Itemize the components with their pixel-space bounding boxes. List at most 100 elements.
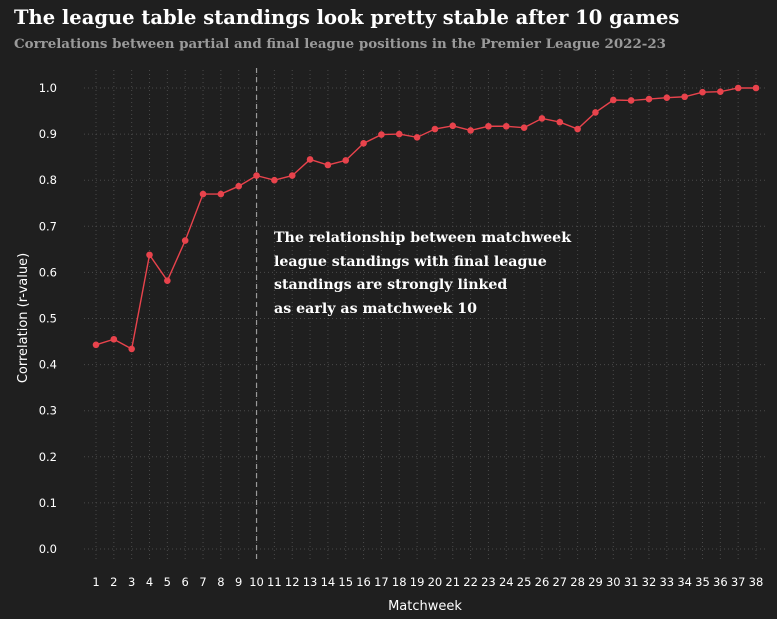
x-tick-label: 31	[624, 575, 639, 589]
chart-title: The league table standings look pretty s…	[14, 6, 680, 29]
data-point	[378, 131, 385, 138]
x-tick-label: 25	[517, 575, 532, 589]
data-point	[592, 109, 599, 116]
data-point	[271, 176, 278, 184]
data-point	[199, 190, 207, 198]
x-tick-label: 12	[285, 575, 300, 589]
x-tick-label: 10	[249, 575, 264, 589]
y-tick-label: 0.4	[39, 358, 57, 372]
data-point	[342, 157, 350, 164]
data-point	[217, 190, 225, 198]
data-point	[752, 84, 760, 92]
x-tick-label: 14	[321, 575, 336, 589]
data-point	[520, 124, 528, 131]
y-tick-label: 0.8	[39, 173, 57, 187]
x-tick-label: 5	[164, 575, 171, 589]
data-point	[146, 251, 153, 259]
x-tick-label: 11	[267, 575, 282, 589]
y-tick-label: 0.2	[39, 450, 57, 464]
y-tick-label: 0.1	[39, 496, 57, 510]
x-tick-label: 30	[606, 575, 621, 589]
x-tick-label: 32	[642, 575, 657, 589]
x-tick-label: 20	[428, 575, 443, 589]
grid-layer	[84, 70, 766, 562]
data-point	[92, 341, 100, 349]
x-tick-label: 7	[199, 575, 206, 589]
data-point	[717, 88, 724, 95]
x-tick-label: 37	[731, 575, 746, 589]
x-tick-label: 19	[410, 575, 425, 589]
x-tick-label: 22	[463, 575, 478, 589]
x-tick-label: 9	[235, 575, 242, 589]
x-tick-label: 26	[535, 575, 550, 589]
x-tick-label: 23	[481, 575, 496, 589]
data-point	[181, 237, 189, 244]
data-point	[253, 172, 260, 179]
x-tick-label: 21	[445, 575, 460, 589]
data-point	[235, 182, 243, 190]
annotation-line-1: The relationship between matchweek	[274, 230, 572, 246]
data-point	[627, 97, 635, 104]
y-tick-label: 0.7	[39, 219, 57, 233]
x-tick-label: 34	[677, 575, 692, 589]
x-tick-label: 8	[217, 575, 224, 589]
data-point	[734, 84, 742, 92]
y-tick-label: 0.6	[39, 265, 57, 279]
data-point	[663, 94, 671, 101]
data-point	[574, 125, 581, 133]
data-point	[467, 127, 474, 134]
data-point	[699, 88, 706, 96]
x-tick-label: 35	[695, 575, 710, 589]
data-point	[556, 118, 564, 126]
data-point	[164, 277, 171, 284]
x-tick-label: 16	[356, 575, 371, 589]
x-tick-label: 13	[303, 575, 318, 589]
data-point	[502, 122, 510, 130]
data-point	[306, 156, 314, 163]
data-point	[288, 172, 296, 179]
x-tick-label: 36	[713, 575, 728, 589]
x-tick-label: 4	[146, 575, 153, 589]
data-point	[645, 95, 653, 103]
x-tick-label: 3	[128, 575, 135, 589]
x-axis-label: Matchweek	[388, 599, 462, 614]
data-point	[324, 161, 332, 169]
data-point	[360, 140, 367, 147]
annotation-line-4: as early as matchweek 10	[274, 300, 477, 317]
x-tick-label: 6	[182, 575, 189, 589]
x-tick-label: 1	[92, 575, 99, 589]
annotation-text: The relationship between matchweek leagu…	[274, 227, 571, 321]
data-point	[395, 130, 403, 138]
x-tick-label: 15	[338, 575, 353, 589]
data-point	[128, 345, 135, 353]
data-point	[538, 115, 546, 122]
y-axis-label: Correlation (r-value)	[16, 253, 31, 383]
chart-subtitle: Correlations between partial and final l…	[14, 36, 666, 52]
x-tick-labels: 1 2 3 4 5 6 7 8 9 10 11 12 13 14 15 16 17 18 19 20 21 22 23 24 2…	[92, 575, 763, 589]
x-tick-label: 24	[499, 575, 514, 589]
data-point	[449, 122, 457, 130]
x-tick-label: 17	[374, 575, 389, 589]
data-point	[431, 125, 439, 133]
data-point	[413, 134, 421, 141]
y-tick-label: 0.5	[39, 312, 57, 326]
x-tick-label: 38	[749, 575, 764, 589]
y-tick-labels: 0.0 0.1 0.2 0.3 0.4 0.5 0.6 0.7 0.8 0.9 1.0	[39, 81, 57, 556]
data-point	[681, 93, 688, 101]
annotation-line-3: standings are strongly linked	[274, 277, 508, 293]
data-point	[485, 122, 492, 130]
annotation-line-2: league standings with final league	[274, 253, 547, 270]
y-tick-label: 0.9	[39, 127, 57, 141]
x-tick-label: 18	[392, 575, 407, 589]
x-tick-label: 29	[588, 575, 603, 589]
data-point	[609, 96, 617, 104]
y-tick-label: 0.0	[39, 542, 57, 556]
x-tick-label: 28	[570, 575, 585, 589]
x-tick-label: 27	[552, 575, 567, 589]
y-tick-label: 1.0	[39, 81, 57, 95]
x-tick-label: 2	[110, 575, 117, 589]
y-tick-label: 0.3	[39, 404, 57, 418]
x-tick-label: 33	[659, 575, 674, 589]
points-layer	[92, 84, 760, 353]
